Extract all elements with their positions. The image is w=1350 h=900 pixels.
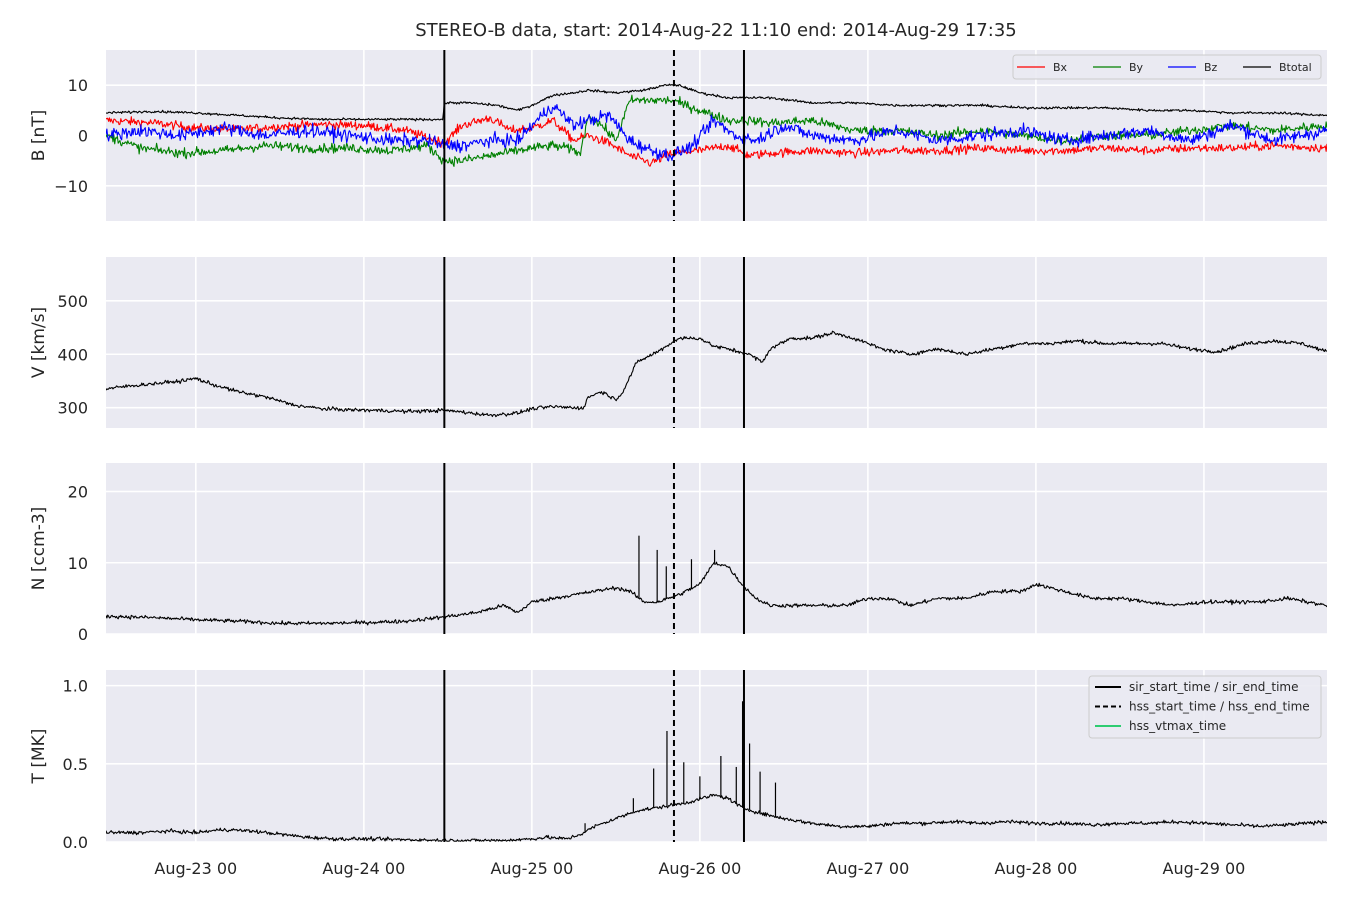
y-tick-label: 400 — [57, 345, 88, 364]
panel-N: 20 10 0 N [ccm-3] — [29, 463, 1327, 644]
legend-b-panel: Bx By Bz Btotal — [1012, 54, 1322, 80]
series-T — [106, 793, 1327, 842]
y-axis-label: T [MK] — [29, 729, 49, 785]
series-Bx — [106, 115, 1327, 167]
panel-background — [106, 257, 1327, 428]
legend-label: hss_start_time / hss_end_time — [1129, 700, 1310, 714]
series-By — [106, 94, 1327, 167]
legend-box — [1012, 54, 1322, 80]
x-axis-ticks: Aug-23 00 Aug-24 00 Aug-25 00 Aug-26 00 Aug-… — [154, 859, 1245, 878]
y-tick-label: 0 — [78, 625, 88, 644]
series-N — [106, 561, 1327, 626]
y-axis-label: B [nT] — [29, 110, 49, 162]
panel-data — [106, 701, 1327, 842]
y-axis-label: V [km/s] — [29, 307, 49, 378]
y-tick-label: 500 — [57, 292, 88, 311]
y-tick-label: −10 — [54, 177, 88, 196]
figure-title: STEREO-B data, start: 2014-Aug-22 11:10 … — [415, 20, 1016, 41]
panel-background — [106, 463, 1327, 634]
x-tick-label: Aug-28 00 — [994, 859, 1077, 878]
panel-V: 500 400 300 V [km/s] — [29, 257, 1327, 428]
y-tick-label: 1.0 — [63, 677, 88, 696]
legend-label: Bz — [1204, 61, 1218, 74]
y-axis-label: N [ccm-3] — [29, 507, 49, 591]
series-Btotal — [106, 83, 1327, 122]
x-tick-label: Aug-24 00 — [322, 859, 405, 878]
series-V — [106, 330, 1327, 418]
legend-label: By — [1129, 61, 1144, 74]
panel-data — [106, 330, 1327, 418]
legend-label: sir_start_time / sir_end_time — [1129, 680, 1299, 694]
y-tick-label: 10 — [68, 554, 88, 573]
legend-t-panel: sir_start_time / sir_end_time hss_start_t… — [1088, 675, 1322, 739]
legend-label: Bx — [1053, 61, 1068, 74]
panel-data — [106, 535, 1327, 626]
y-tick-label: 20 — [68, 483, 88, 502]
x-tick-label: Aug-26 00 — [658, 859, 741, 878]
legends-layer: Bx By Bz Btotal sir_start_time / sir_end_tim… — [1012, 54, 1322, 739]
panel-data — [106, 83, 1327, 167]
y-tick-label: 0 — [78, 127, 88, 146]
y-tick-label: 0.0 — [63, 833, 88, 852]
y-tick-label: 0.5 — [63, 755, 88, 774]
x-tick-label: Aug-25 00 — [490, 859, 573, 878]
series-Bz — [106, 103, 1327, 162]
x-tick-label: Aug-23 00 — [154, 859, 237, 878]
x-tick-label: Aug-27 00 — [826, 859, 909, 878]
legend-box — [1088, 675, 1322, 739]
y-tick-label: 300 — [57, 399, 88, 418]
y-tick-label: 10 — [68, 76, 88, 95]
legend-label: hss_vtmax_time — [1129, 719, 1226, 733]
legend-label: Btotal — [1279, 61, 1312, 74]
x-tick-label: Aug-29 00 — [1163, 859, 1246, 878]
